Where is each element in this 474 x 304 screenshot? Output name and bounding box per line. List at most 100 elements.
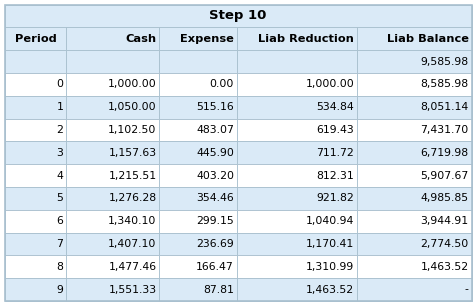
- Text: 236.69: 236.69: [196, 239, 234, 249]
- Text: 5: 5: [56, 193, 63, 203]
- Bar: [357, 187, 472, 210]
- Bar: [5, 119, 66, 141]
- Text: 1,276.28: 1,276.28: [109, 193, 156, 203]
- Text: 166.47: 166.47: [196, 262, 234, 272]
- Bar: [5, 73, 66, 96]
- Bar: [237, 96, 357, 119]
- Bar: [66, 119, 159, 141]
- Bar: [66, 27, 159, 50]
- Text: 3,944.91: 3,944.91: [420, 216, 469, 226]
- Bar: [159, 187, 237, 210]
- Text: 8,585.98: 8,585.98: [420, 79, 469, 89]
- Text: 515.16: 515.16: [196, 102, 234, 112]
- Bar: [5, 210, 66, 233]
- Bar: [66, 164, 159, 187]
- Bar: [357, 278, 472, 301]
- Text: 619.43: 619.43: [316, 125, 354, 135]
- Bar: [5, 96, 66, 119]
- Bar: [66, 255, 159, 278]
- Text: Expense: Expense: [180, 34, 234, 44]
- Bar: [159, 119, 237, 141]
- Bar: [5, 164, 66, 187]
- Bar: [159, 278, 237, 301]
- Bar: [66, 210, 159, 233]
- Bar: [66, 141, 159, 164]
- Text: 8,051.14: 8,051.14: [420, 102, 469, 112]
- Bar: [357, 210, 472, 233]
- Bar: [237, 210, 357, 233]
- Bar: [5, 233, 66, 255]
- Bar: [237, 255, 357, 278]
- Bar: [237, 50, 357, 73]
- Text: 299.15: 299.15: [196, 216, 234, 226]
- Bar: [357, 141, 472, 164]
- Text: 1: 1: [56, 102, 63, 112]
- Text: 2: 2: [56, 125, 63, 135]
- Bar: [159, 210, 237, 233]
- Text: Period: Period: [15, 34, 56, 44]
- Text: 7: 7: [56, 239, 63, 249]
- Bar: [357, 119, 472, 141]
- Bar: [66, 278, 159, 301]
- Bar: [357, 96, 472, 119]
- Text: 445.90: 445.90: [196, 148, 234, 158]
- Text: 1,551.33: 1,551.33: [109, 285, 156, 295]
- Text: 711.72: 711.72: [316, 148, 354, 158]
- Bar: [66, 50, 159, 73]
- Text: 1,050.00: 1,050.00: [108, 102, 156, 112]
- Text: 5,907.67: 5,907.67: [420, 171, 469, 181]
- Bar: [159, 255, 237, 278]
- Text: 1,000.00: 1,000.00: [108, 79, 156, 89]
- Bar: [357, 50, 472, 73]
- Text: 9: 9: [56, 285, 63, 295]
- Text: 87.81: 87.81: [203, 285, 234, 295]
- Text: Liab Balance: Liab Balance: [387, 34, 469, 44]
- Bar: [159, 141, 237, 164]
- Text: 1,102.50: 1,102.50: [108, 125, 156, 135]
- Bar: [357, 233, 472, 255]
- Text: 921.82: 921.82: [316, 193, 354, 203]
- Bar: [159, 27, 237, 50]
- Text: 1,463.52: 1,463.52: [420, 262, 469, 272]
- Text: 6,719.98: 6,719.98: [420, 148, 469, 158]
- Bar: [5, 141, 66, 164]
- Text: 1,000.00: 1,000.00: [305, 79, 354, 89]
- Text: 1,215.51: 1,215.51: [109, 171, 156, 181]
- Bar: [237, 187, 357, 210]
- Text: 4,985.85: 4,985.85: [420, 193, 469, 203]
- Bar: [5, 187, 66, 210]
- Text: 1,040.94: 1,040.94: [306, 216, 354, 226]
- Bar: [159, 164, 237, 187]
- Bar: [357, 164, 472, 187]
- Text: 1,477.46: 1,477.46: [109, 262, 156, 272]
- Bar: [5, 50, 66, 73]
- Text: 4: 4: [56, 171, 63, 181]
- Text: 7,431.70: 7,431.70: [420, 125, 469, 135]
- Text: 0: 0: [56, 79, 63, 89]
- Bar: [237, 278, 357, 301]
- Text: 3: 3: [56, 148, 63, 158]
- Bar: [66, 96, 159, 119]
- Text: 8: 8: [56, 262, 63, 272]
- Text: 812.31: 812.31: [316, 171, 354, 181]
- Text: 1,407.10: 1,407.10: [108, 239, 156, 249]
- Text: Liab Reduction: Liab Reduction: [258, 34, 354, 44]
- Text: 483.07: 483.07: [196, 125, 234, 135]
- Bar: [357, 73, 472, 96]
- Bar: [66, 233, 159, 255]
- Bar: [357, 27, 472, 50]
- Bar: [5, 255, 66, 278]
- Text: 1,340.10: 1,340.10: [108, 216, 156, 226]
- Text: 9,585.98: 9,585.98: [420, 57, 469, 67]
- Bar: [159, 50, 237, 73]
- Text: 1,170.41: 1,170.41: [306, 239, 354, 249]
- Bar: [237, 233, 357, 255]
- Bar: [66, 73, 159, 96]
- Bar: [159, 96, 237, 119]
- Bar: [5, 278, 66, 301]
- Text: 354.46: 354.46: [196, 193, 234, 203]
- Text: -: -: [465, 285, 469, 295]
- Text: 1,463.52: 1,463.52: [306, 285, 354, 295]
- Bar: [237, 119, 357, 141]
- Bar: [159, 73, 237, 96]
